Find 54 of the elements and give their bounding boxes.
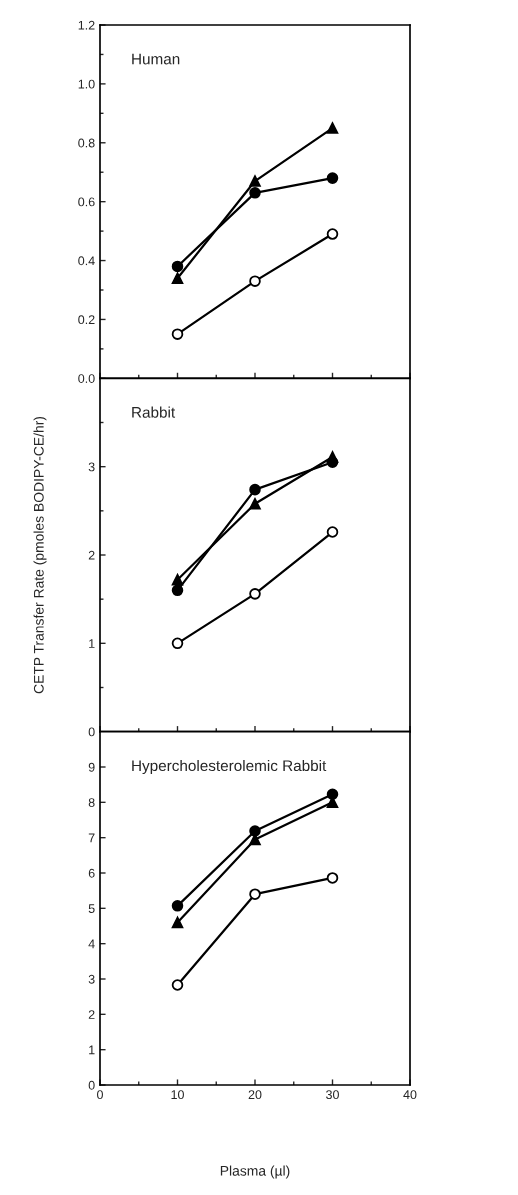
y-tick-label: 1 [89, 639, 95, 648]
point [326, 526, 339, 538]
point [171, 637, 184, 650]
point [249, 588, 261, 600]
x-tick-label: 20 [248, 1090, 262, 1100]
y-tick-label: 2 [88, 1010, 95, 1019]
point [249, 187, 261, 199]
y-tick-label: 5 [88, 904, 95, 913]
point [249, 275, 261, 287]
x-tick-label: 10 [171, 1090, 184, 1100]
point [249, 498, 261, 510]
y-tick-label: 9 [88, 762, 95, 772]
y-tick-label: 0.4 [78, 256, 95, 266]
y-tick-label: 7 [88, 833, 95, 843]
y-tick-label: 6 [88, 868, 95, 878]
text: 1.0 [78, 79, 95, 89]
point [326, 872, 339, 884]
y-tick-label: 0.6 [78, 197, 95, 207]
y-tick-label: 1.2 [78, 20, 95, 30]
point [171, 979, 184, 991]
x-axis-title: Plasma (µl) [220, 1165, 290, 1179]
point [249, 175, 261, 187]
text: Rabbit [132, 406, 176, 418]
x-tick-label: 0 [97, 1090, 103, 1100]
text: Hypercholesterolemic Rabbit [132, 759, 327, 775]
point [249, 483, 261, 496]
point [171, 584, 184, 597]
point [171, 272, 184, 284]
point [326, 228, 339, 240]
y-tick-label: 2 [88, 550, 95, 560]
point [249, 888, 261, 900]
x-tick-label: 30 [326, 1090, 339, 1100]
y-tick-label: 0.2 [78, 315, 95, 325]
text: Human [132, 53, 180, 65]
y-tick-label: 4 [88, 939, 95, 949]
point [249, 825, 261, 837]
y-axis-title: CETP Transfer Rate (pmoles BODIPY-CE/hr) [33, 416, 47, 694]
point [171, 573, 184, 586]
y-tick-label: 0 [88, 1080, 95, 1090]
y-tick-label: 3 [88, 462, 95, 472]
point [326, 172, 339, 184]
point [326, 122, 339, 134]
point [171, 900, 184, 912]
y-tick-label: 0 [88, 727, 95, 737]
point [326, 451, 339, 463]
x-tick-label: 40 [403, 1090, 417, 1100]
y-tick-label: 0.8 [78, 138, 95, 148]
y-tick-label: 8 [88, 798, 95, 807]
point [171, 260, 184, 273]
point [171, 328, 184, 340]
point [171, 916, 184, 929]
y-tick-label: 3 [88, 974, 95, 984]
text: 0.0 [78, 374, 95, 383]
y-tick-label: 1 [89, 1045, 95, 1055]
